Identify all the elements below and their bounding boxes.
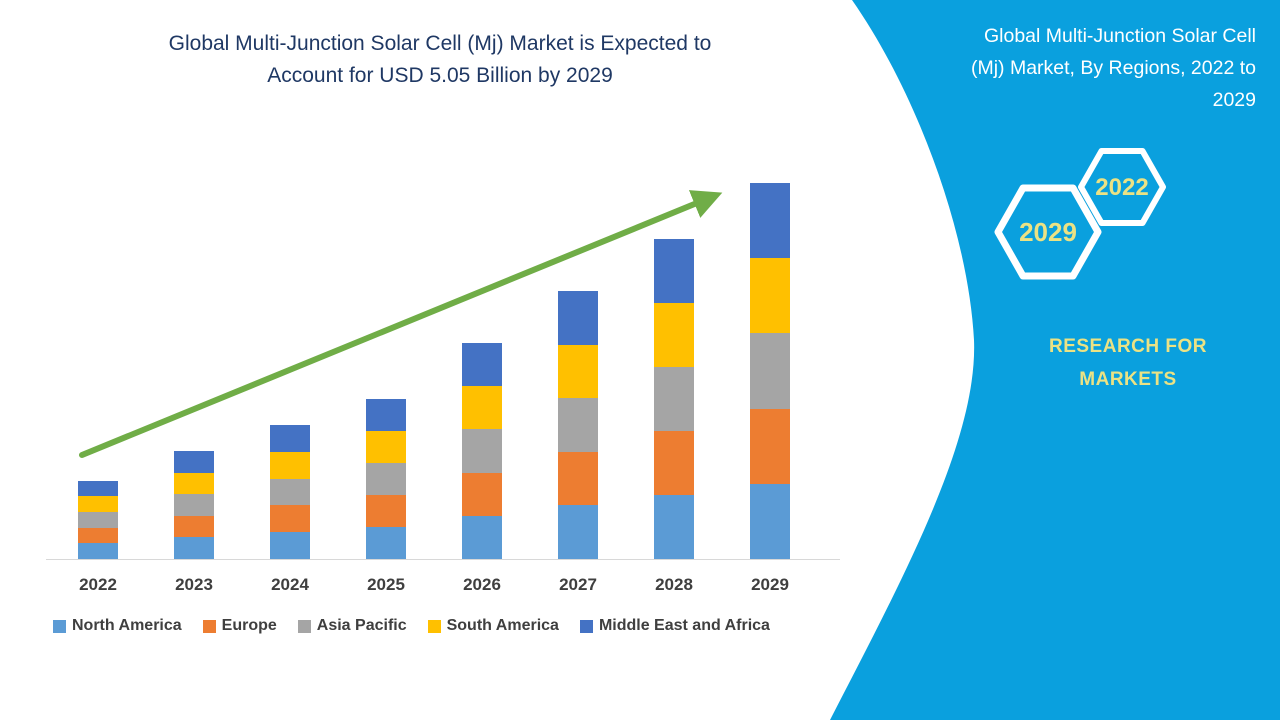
bar-segment (78, 480, 118, 497)
bar-segment (78, 512, 118, 528)
bar-segment (750, 408, 790, 484)
bar-segment (78, 496, 118, 513)
side-panel-title-line-3: 2029 (1212, 89, 1256, 111)
bar-2028 (654, 238, 694, 559)
legend-label: North America (72, 617, 182, 634)
legend-item: North America (53, 617, 182, 635)
bar-segment (270, 505, 310, 533)
bar-segment (750, 182, 790, 259)
legend-label: Asia Pacific (316, 617, 407, 634)
side-panel-title-line-2: (Mj) Market, By Regions, 2022 to (970, 57, 1256, 79)
bar-segment (558, 398, 598, 452)
bar-segment (174, 472, 214, 495)
legend-item: Asia Pacific (297, 617, 407, 635)
x-axis-label: 2024 (271, 575, 309, 594)
bar-segment (366, 526, 406, 559)
hexagon-2022-label: 2022 (1095, 174, 1148, 201)
bar-segment (366, 494, 406, 527)
side-panel-title-line-1: Global Multi-Junction Solar Cell (983, 25, 1256, 47)
chart-title-line-2: Account for USD 5.05 Billion by 2029 (267, 64, 613, 87)
bar-segment (270, 451, 310, 479)
bar-segment (366, 462, 406, 495)
legend-swatch (202, 619, 216, 633)
bar-segment (462, 515, 502, 559)
x-axis-label: 2029 (751, 575, 789, 594)
hexagon-2022-outline (1078, 148, 1166, 226)
plot-area (46, 150, 840, 560)
legend-label: Middle East and Africa (598, 617, 770, 634)
x-axis-label: 2023 (175, 575, 213, 594)
bar-segment (750, 483, 790, 559)
legend-label: South America (446, 617, 559, 634)
bar-segment (558, 344, 598, 399)
legend-swatch (427, 619, 441, 633)
bar-2027 (558, 290, 598, 559)
legend-swatch (579, 619, 593, 633)
x-axis-label: 2026 (463, 575, 501, 594)
legend: North America Europe Asia Pacific South Ame… (53, 617, 770, 635)
bar-segment (750, 333, 790, 409)
bar-segment (558, 505, 598, 559)
side-panel-title: Global Multi-Junction Solar Cell (Mj) Ma… (846, 20, 1256, 116)
bar-segment (558, 290, 598, 345)
bar-segment (462, 386, 502, 430)
bar-2023 (174, 451, 214, 559)
x-axis-label: 2027 (559, 575, 597, 594)
brand-name-line-2: MARKETS (1079, 369, 1177, 390)
x-axis-label: 2028 (655, 575, 693, 594)
side-panel-shape (830, 0, 1280, 720)
brand-name-line-1: RESEARCH FOR (1048, 336, 1207, 357)
bar-segment (654, 302, 694, 367)
legend-swatch (297, 619, 311, 633)
chart-title: Global Multi-Junction Solar Cell (Mj) Ma… (40, 28, 840, 92)
bar-segment (654, 366, 694, 431)
bar-2022 (78, 480, 118, 559)
bar-segment (462, 342, 502, 387)
bar-segment (654, 494, 694, 559)
hexagon-badges: 2029 2022 (994, 148, 1166, 280)
bar-2025 (366, 398, 406, 559)
bar-segment (174, 537, 214, 559)
bar-segment (558, 451, 598, 506)
bar-segment (462, 429, 502, 473)
bar-2026 (462, 342, 502, 559)
hexagon-2029-label: 2029 (1019, 217, 1077, 247)
bar-segment (366, 398, 406, 431)
bar-2029 (750, 182, 790, 559)
bar-segment (366, 430, 406, 463)
bar-segment (462, 472, 502, 516)
bar-segment (750, 258, 790, 334)
bar-segment (174, 515, 214, 538)
bar-segment (270, 424, 310, 452)
bar-segment (654, 430, 694, 495)
hexagon-2029-outline (994, 184, 1102, 280)
bar-segment (78, 527, 118, 544)
legend-item: South America (427, 617, 559, 635)
legend-item: Europe (202, 617, 277, 635)
bar-segment (174, 451, 214, 473)
legend-item: Middle East and Africa (579, 617, 770, 635)
legend-label: Europe (221, 617, 277, 634)
brand-name: RESEARCH FOR MARKETS (1018, 330, 1238, 396)
bar-segment (654, 238, 694, 303)
bar-segment (270, 478, 310, 506)
chart-title-line-1: Global Multi-Junction Solar Cell (Mj) Ma… (168, 32, 712, 55)
bar-segment (174, 494, 214, 516)
bar-2024 (270, 424, 310, 559)
bar-segment (270, 532, 310, 559)
legend-swatch (53, 619, 66, 633)
bar-segment (78, 543, 118, 559)
x-axis-label: 2022 (79, 575, 117, 594)
x-axis-label: 2025 (367, 575, 405, 594)
